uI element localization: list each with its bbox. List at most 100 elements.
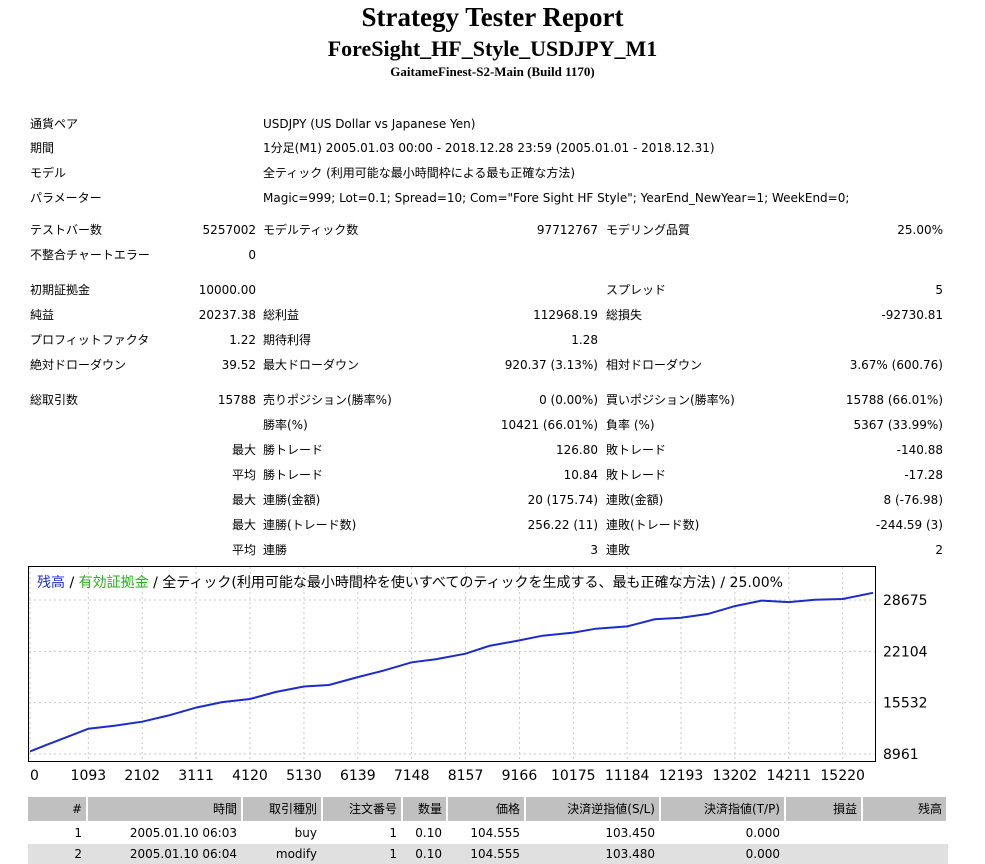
avg-cons-wins-value: 3 [590, 543, 598, 557]
max-word: 最大 [231, 443, 256, 457]
max-cons-loss-label: 連敗(トレード数) [606, 518, 700, 532]
symbol-label: 通貨ペア [30, 117, 79, 131]
symbol-value: USDJPY (US Dollar vs Japanese Yen) [263, 117, 476, 131]
x-tick-label: 9166 [502, 768, 538, 784]
deposit-label: 初期証拠金 [30, 283, 91, 297]
table-cell: 104.555 [470, 847, 520, 861]
win-value: 10421 (66.01%) [500, 418, 598, 432]
period-value: 1分足(M1) 2005.01.03 00:00 - 2018.12.28 23… [263, 141, 715, 155]
avg-cons-wins-label: 連勝 [263, 543, 288, 557]
period-label: 期間 [30, 141, 55, 155]
long-label: 買いポジション(勝率%) [606, 393, 735, 407]
quality-value: 25.00% [897, 223, 943, 237]
x-tick-label: 1093 [71, 768, 107, 784]
max-cons-loss-value: -244.59 (3) [875, 518, 943, 532]
largest-win-value: 126.80 [556, 443, 598, 457]
table-header-cell: 決済逆指値(S/L) [526, 797, 659, 821]
table-cell: 0.000 [745, 826, 780, 840]
x-tick-label: 12193 [659, 768, 704, 784]
x-tick-label: 4120 [232, 768, 268, 784]
max-cons-profit-label: 連勝(トレード数) [263, 518, 357, 532]
chart-frame [28, 566, 876, 762]
max-cons-wins-label: 連勝(金額) [263, 493, 321, 507]
table-header-cell: 決済指値(T/P) [661, 797, 784, 821]
x-tick-label: 11184 [605, 768, 650, 784]
spread-label: スプレッド [606, 283, 667, 297]
loss-value: 5367 (33.99%) [853, 418, 943, 432]
balance-chart: 28675 22104 15532 8961 0 1093 2102 3111 4120 513… [28, 566, 928, 784]
y-tick-label: 15532 [883, 696, 928, 712]
max-word-2: 最大 [231, 493, 256, 507]
legend-sep: / [65, 575, 79, 591]
x-tick-label: 5130 [286, 768, 322, 784]
table-header-cell: # [28, 797, 86, 821]
x-tick-label: 6139 [340, 768, 376, 784]
table-cell: 0.10 [415, 847, 442, 861]
table-cell: 104.555 [470, 826, 520, 840]
table-cell: 0.10 [415, 826, 442, 840]
table-header-cell: 残高 [863, 797, 946, 821]
y-tick-label: 8961 [883, 747, 919, 763]
payoff-label: 期待利得 [263, 333, 312, 347]
table-cell: 0.000 [745, 847, 780, 861]
table-cell: 2 [74, 847, 82, 861]
rel-dd-value: 3.67% (600.76) [849, 358, 943, 372]
abs-dd-value: 39.52 [221, 358, 256, 372]
gross-loss-value: -92730.81 [881, 308, 943, 322]
ticks-label: モデルティック数 [263, 223, 359, 237]
legend-rest: / 全ティック(利用可能な最小時間枠を使いすべてのティックを生成する、最も正確な… [149, 574, 783, 591]
spread-value: 5 [935, 283, 943, 297]
x-axis-ticks: 0 1093 2102 3111 4120 5130 6139 7148 8157 9166 101… [30, 768, 865, 784]
deposit-value: 10000.00 [198, 283, 256, 297]
svg-text:残高 / 有効証拠金 / 全ティック(利用可能な最小時間枠を: 残高 / 有効証拠金 / 全ティック(利用可能な最小時間枠を使いすべてのティック… [37, 574, 783, 591]
params-label: パラメーター [30, 191, 102, 205]
max-cons-losses-label: 連敗(金額) [606, 493, 664, 507]
table-cell: 103.480 [605, 847, 655, 861]
mismatch-label: 不整合チャートエラー [30, 248, 150, 262]
bars-label: テストバー数 [30, 223, 103, 237]
avg-loss-value: -17.28 [904, 468, 943, 482]
table-cell: 2005.01.10 06:04 [129, 847, 237, 861]
win-label: 勝率(%) [263, 418, 308, 432]
x-tick-label: 7148 [394, 768, 430, 784]
avg-win-label: 勝トレード [263, 468, 324, 482]
table-header-cell: 時間 [88, 797, 241, 821]
avg-cons-losses-value: 2 [935, 543, 943, 557]
table-header-cell: 取引種別 [243, 797, 321, 821]
trades-label: 総取引数 [30, 393, 79, 407]
avg-win-value: 10.84 [563, 468, 598, 482]
report-title: Strategy Tester Report [361, 2, 624, 32]
legend-balance: 残高 [37, 574, 65, 591]
mismatch-value: 0 [248, 248, 256, 262]
y-tick-label: 28675 [883, 593, 928, 609]
avg-cons-losses-label: 連敗 [606, 543, 631, 557]
payoff-value: 1.28 [571, 333, 598, 347]
table-cell: 1 [389, 847, 397, 861]
table-cell: buy [294, 826, 317, 840]
largest-loss-value: -140.88 [896, 443, 943, 457]
gross-profit-value: 112968.19 [533, 308, 598, 322]
largest-loss-label: 敗トレード [606, 443, 667, 457]
table-cell: 2005.01.10 06:03 [129, 826, 237, 840]
avg-word-2: 平均 [231, 543, 256, 557]
ticks-value: 97712767 [536, 223, 598, 237]
table-cell: modify [275, 847, 317, 861]
model-label: モデル [30, 166, 67, 180]
net-value: 20237.38 [198, 308, 256, 322]
balance-line [29, 591, 874, 753]
x-tick-label: 13202 [713, 768, 758, 784]
max-cons-wins-value: 20 (175.74) [527, 493, 598, 507]
max-dd-value: 920.37 (3.13%) [504, 358, 598, 372]
table-header-cell: 損益 [786, 797, 861, 821]
largest-win-label: 勝トレード [263, 443, 324, 457]
y-axis-ticks: 28675 22104 15532 8961 [883, 593, 928, 763]
model-value: 全ティック (利用可能な最小時間枠による最も正確な方法) [263, 166, 576, 180]
legend-equity: 有効証拠金 [79, 575, 149, 591]
x-tick-label: 0 [30, 768, 39, 784]
table-header-cell: 数量 [403, 797, 446, 821]
abs-dd-label: 絶対ドローダウン [30, 358, 127, 372]
x-tick-label: 3111 [178, 768, 214, 784]
gross-loss-label: 総損失 [606, 308, 643, 322]
max-cons-losses-value: 8 (-76.98) [883, 493, 944, 507]
x-tick-label: 2102 [124, 768, 160, 784]
